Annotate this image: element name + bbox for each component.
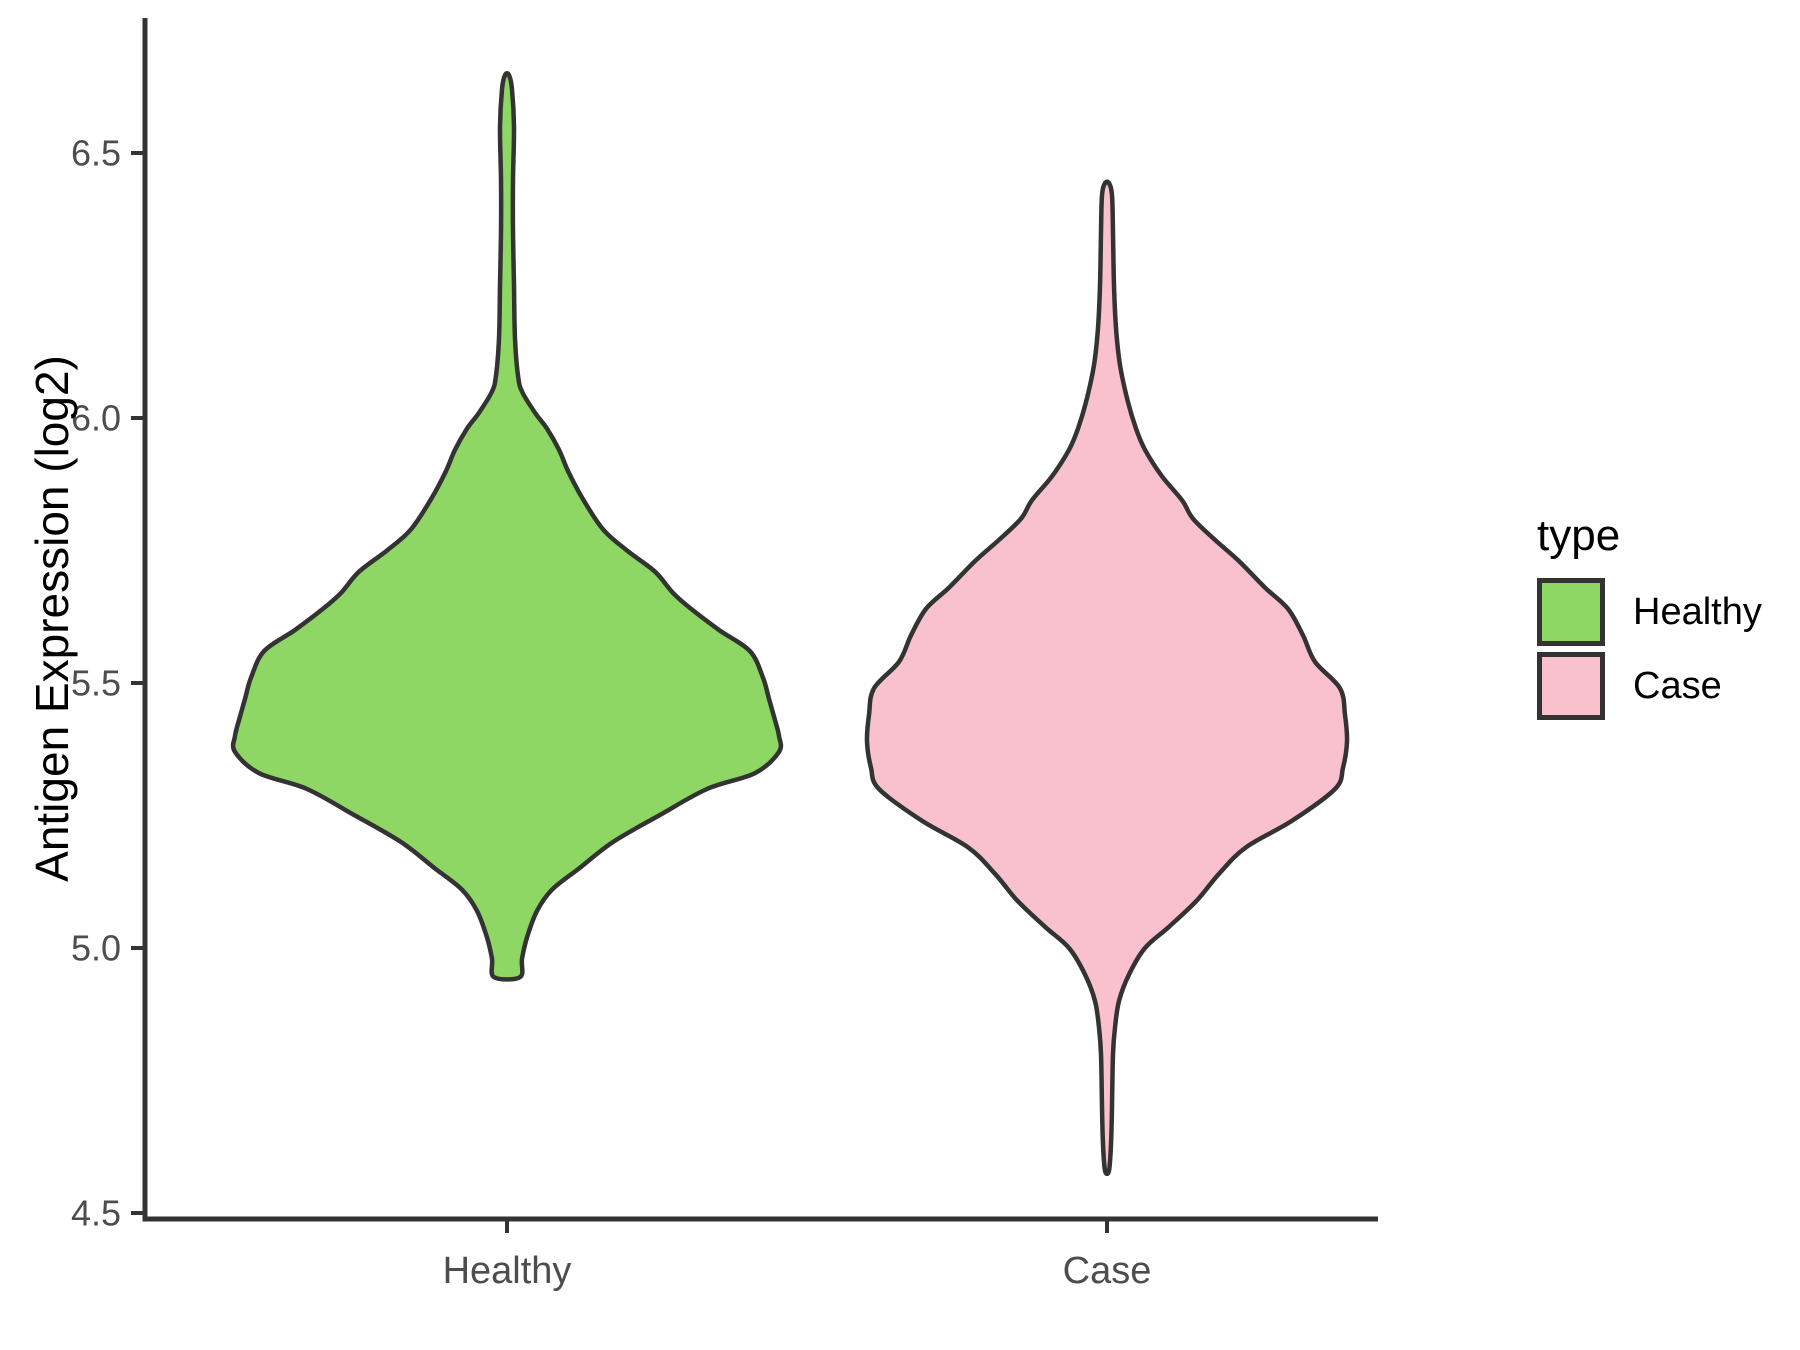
violin-healthy (230, 71, 784, 982)
violin-case (864, 179, 1350, 1177)
legend: type Healthy Case (1537, 511, 1762, 726)
x-axis-category-label: Healthy (443, 1250, 572, 1292)
legend-swatch-healthy-icon (1537, 578, 1605, 647)
legend-label-case: Case (1633, 664, 1722, 707)
y-axis-tick-label: 4.5 (71, 1193, 121, 1234)
y-axis-tick-label: 6.0 (71, 398, 121, 439)
y-axis-tick-label: 5.0 (71, 928, 121, 969)
y-axis-tick-label: 5.5 (71, 663, 121, 704)
y-axis-tick-label: 6.5 (71, 133, 121, 174)
legend-swatch-case-icon (1537, 652, 1605, 721)
legend-entry-case: Case (1537, 652, 1762, 721)
legend-label-healthy: Healthy (1633, 590, 1762, 633)
legend-title: type (1537, 511, 1621, 560)
legend-entry-healthy: Healthy (1537, 578, 1762, 647)
y-axis-title: Antigen Expression (log2) (26, 355, 78, 882)
x-axis-category-label: Case (1063, 1250, 1152, 1292)
